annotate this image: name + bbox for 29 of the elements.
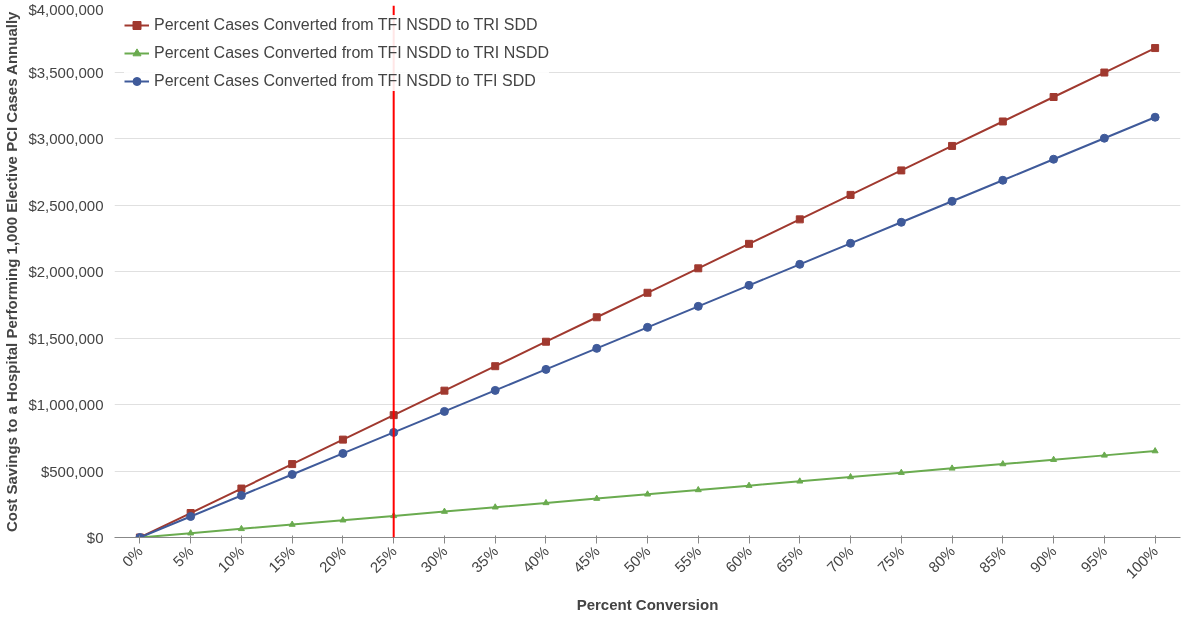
y-tick-label: $500,000 <box>40 462 104 480</box>
x-tick-label: 35% <box>467 542 502 576</box>
x-tick-label: 70% <box>823 542 857 576</box>
x-tick-label: 60% <box>721 542 756 576</box>
x-axis-title: Percent Conversion <box>576 595 719 613</box>
x-tick-label: 95% <box>1077 542 1111 576</box>
x-tick-label: 0% <box>118 542 146 570</box>
y-tick-label: $3,500,000 <box>28 63 104 81</box>
x-tick-label: 40% <box>518 542 552 576</box>
x-tick-label: 75% <box>874 542 908 576</box>
x-tick-label: 90% <box>1026 542 1060 576</box>
y-axis-title: Cost Savings to a Hospital Performing 1,000 Elective PCI Cases Annually <box>3 10 21 532</box>
x-tick-label: 45% <box>569 542 603 576</box>
y-tick-label: $3,000,000 <box>28 130 104 147</box>
x-tick-label: 80% <box>924 542 959 576</box>
x-tick-label: 5% <box>169 542 197 570</box>
legend-label: Percent Cases Converted from TFI NSDD to TRI NSDD <box>154 44 550 62</box>
x-tick-label: 65% <box>772 542 806 576</box>
legend-label: Percent Cases Converted from TFI NSDD to TFI SDD <box>154 72 536 90</box>
y-tick-label: $4,000,000 <box>28 0 104 18</box>
x-tick-label: 30% <box>417 542 451 576</box>
x-tick-label: 55% <box>671 542 705 576</box>
y-tick-label: $0 <box>86 529 104 546</box>
y-tick-label: $1,500,000 <box>28 329 104 347</box>
y-tick-label: $1,000,000 <box>28 396 104 413</box>
x-tick-label: 50% <box>620 542 654 576</box>
y-tick-label: $2,000,000 <box>28 263 104 280</box>
legend-label: Percent Cases Converted from TFI NSDD to TRI SDD <box>154 16 538 34</box>
y-tick-label: $2,500,000 <box>28 196 104 214</box>
